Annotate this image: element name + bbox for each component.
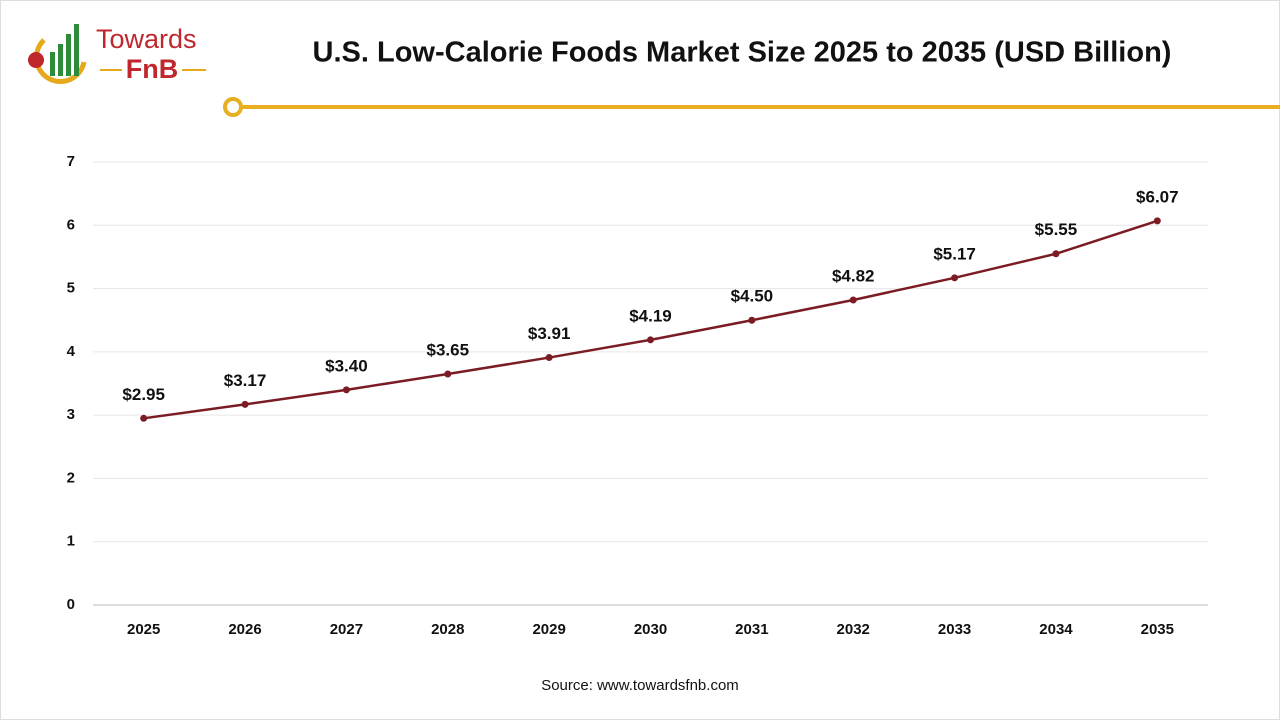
x-tick-label: 2025 xyxy=(127,621,160,638)
point xyxy=(849,296,857,304)
point xyxy=(140,414,148,422)
x-tick-label: 2026 xyxy=(228,621,261,638)
x-tick-label: 2028 xyxy=(431,621,464,638)
data-label: $5.17 xyxy=(933,244,976,263)
x-tick-label: 2029 xyxy=(532,621,565,638)
logo: Towards FnB xyxy=(28,24,206,84)
y-tick-label: 1 xyxy=(67,533,75,550)
data-label: $6.07 xyxy=(1136,187,1179,206)
data-label: $4.82 xyxy=(832,266,875,285)
y-tick-label: 3 xyxy=(67,406,75,423)
y-tick-label: 4 xyxy=(67,343,76,360)
source: Source: www.towardsfnb.com xyxy=(541,677,739,694)
y-tick-label: 5 xyxy=(67,280,75,297)
point xyxy=(748,316,756,324)
logo-dot xyxy=(28,52,44,68)
x-tick-label: 2032 xyxy=(837,621,870,638)
point xyxy=(951,274,959,282)
point xyxy=(241,400,249,408)
point xyxy=(1052,250,1060,258)
x-tick-label: 2031 xyxy=(735,621,768,638)
data-label: $2.95 xyxy=(122,385,165,404)
logo-bar xyxy=(50,52,55,76)
title-rule-dot xyxy=(223,97,243,117)
data-label: $4.19 xyxy=(629,306,672,325)
y-tick-label: 7 xyxy=(67,153,75,170)
point xyxy=(545,354,553,362)
logo-top: Towards xyxy=(96,24,197,54)
data-label: $3.17 xyxy=(224,371,267,390)
x-tick-label: 2030 xyxy=(634,621,667,638)
logo-bar xyxy=(74,24,79,76)
data-label: $3.65 xyxy=(426,340,469,359)
data-label: $3.40 xyxy=(325,356,368,375)
y-tick-label: 6 xyxy=(67,216,75,233)
data-label: $4.50 xyxy=(731,287,774,306)
y-tick-label: 0 xyxy=(67,596,75,613)
data-label: $3.91 xyxy=(528,324,571,343)
x-tick-label: 2035 xyxy=(1141,621,1174,638)
x-tick-label: 2034 xyxy=(1039,621,1073,638)
logo-bottom: FnB xyxy=(126,54,178,84)
point xyxy=(342,386,350,394)
point xyxy=(1153,217,1161,225)
data-label: $5.55 xyxy=(1035,220,1078,239)
y-tick-label: 2 xyxy=(67,469,75,486)
x-tick-label: 2033 xyxy=(938,621,971,638)
x-tick-label: 2027 xyxy=(330,621,363,638)
point xyxy=(444,370,452,378)
chart-title: U.S. Low-Calorie Foods Market Size 2025 … xyxy=(313,37,1172,69)
logo-bar xyxy=(66,34,71,76)
logo-bar xyxy=(58,44,63,76)
point xyxy=(647,336,654,344)
